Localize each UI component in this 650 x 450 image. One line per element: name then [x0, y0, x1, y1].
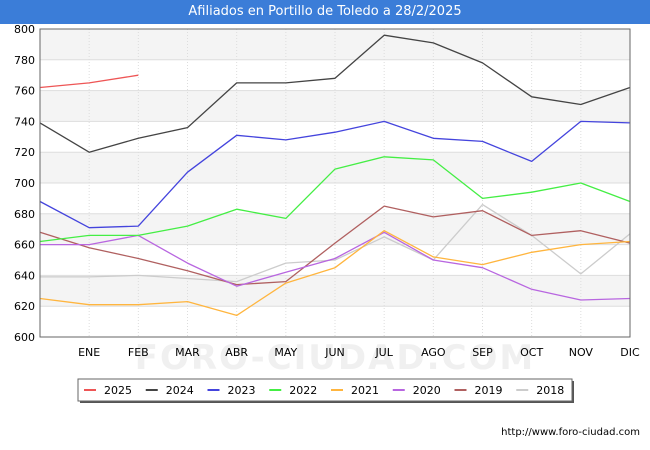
y-axis-ticks: 600 620 640 660 680 700 720 740 760 780 800: [14, 24, 35, 344]
plot-band: [40, 121, 630, 153]
chart-title: Afiliados en Portillo de Toledo a 28/2/2…: [0, 0, 650, 24]
legend-label-2021: 2021: [351, 384, 379, 397]
x-tick-label: MAY: [274, 346, 297, 359]
series-line-2021: [39, 230, 631, 317]
legend-label-2025: 2025: [104, 384, 132, 397]
legend-label-2018: 2018: [536, 384, 564, 397]
x-tick-label: AGO: [421, 346, 446, 359]
y-tick-label: 760: [14, 85, 35, 98]
x-tick-label: SEP: [472, 346, 493, 359]
y-tick-label: 660: [14, 239, 35, 252]
y-tick-label: 800: [14, 24, 35, 36]
series-line-2023: [39, 120, 631, 229]
x-tick-label: ENE: [78, 346, 100, 359]
x-tick-label: OCT: [520, 346, 543, 359]
legend-label-2024: 2024: [166, 384, 194, 397]
plot-frame: [39, 28, 631, 338]
watermark: FORO-CIUDAD.COM: [135, 338, 536, 378]
x-tick-label: JUL: [374, 346, 393, 359]
legend-label-2022: 2022: [289, 384, 317, 397]
x-tick-label: DIC: [620, 346, 640, 359]
x-tick-label: JUN: [324, 346, 345, 359]
plot-band: [40, 59, 630, 91]
x-axis-ticks: ENE FEB MAR ABR MAY JUN JUL AGO SEP OCT NOV DIC: [78, 346, 640, 359]
y-tick-label: 720: [14, 146, 35, 159]
series-line-2022: [39, 156, 631, 243]
legend-label-2023: 2023: [228, 384, 256, 397]
line-chart: FORO-CIUDAD.COM 600 620 640 660 680 700 720 740…: [14, 24, 640, 403]
y-tick-label: 620: [14, 300, 35, 313]
y-tick-label: 780: [14, 54, 35, 67]
y-tick-label: 700: [14, 177, 35, 190]
y-tick-label: 600: [14, 331, 35, 344]
legend-box: [77, 378, 573, 402]
source-url[interactable]: http://www.foro-ciudad.com: [501, 427, 640, 438]
series-line-2024: [39, 34, 631, 153]
y-tick-label: 740: [14, 115, 35, 128]
legend-label-2020: 2020: [413, 384, 441, 397]
series-lines: [39, 34, 631, 317]
y-tick-label: 680: [14, 208, 35, 221]
legend-label-2019: 2019: [475, 384, 503, 397]
x-tick-label: FEB: [128, 346, 149, 359]
legend: 2025 2024 2023 2022 2021 2020 2019 2018: [77, 378, 574, 403]
series-line-2025: [39, 74, 139, 89]
x-tick-label: MAR: [175, 346, 200, 359]
y-tick-label: 640: [14, 269, 35, 282]
x-tick-label: ABR: [225, 346, 248, 359]
series-line-2019: [39, 205, 631, 286]
x-tick-label: NOV: [569, 346, 594, 359]
